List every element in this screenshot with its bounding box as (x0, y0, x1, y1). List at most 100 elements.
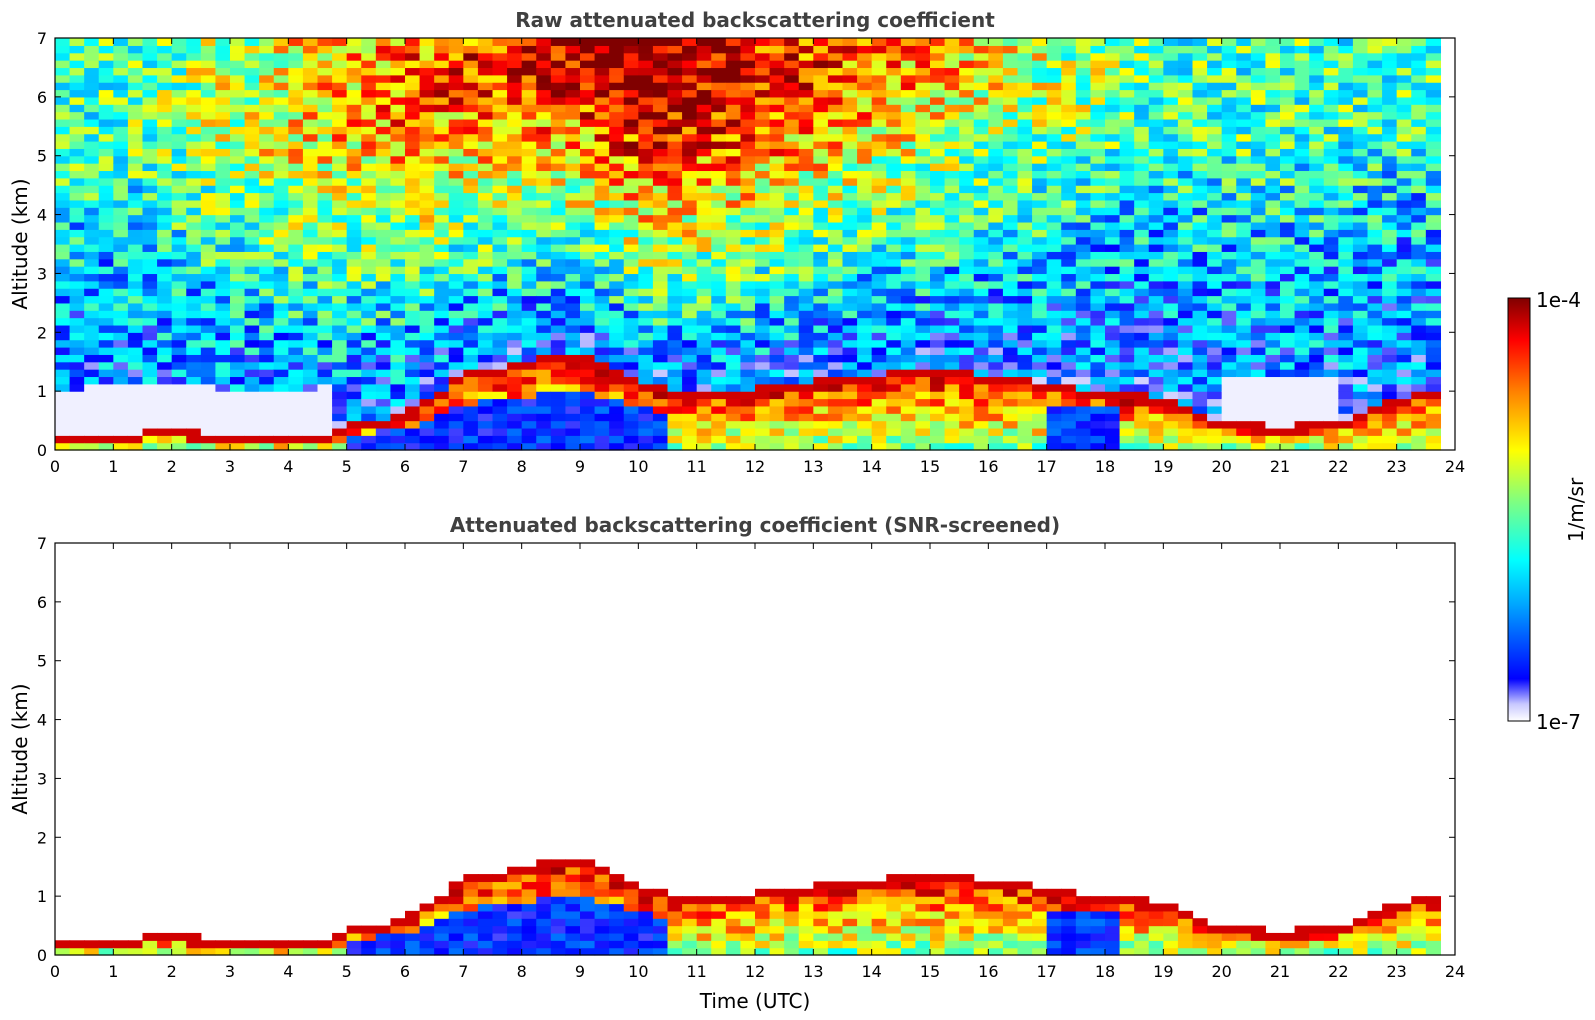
heatmap-cell (900, 104, 917, 113)
heatmap-cell (244, 383, 260, 392)
heatmap-cell (215, 45, 231, 54)
heatmap-cell (988, 376, 1004, 385)
heatmap-cell (1134, 442, 1150, 451)
heatmap-cell (259, 177, 275, 186)
heatmap-cell (915, 376, 931, 385)
heatmap-cell (682, 317, 698, 326)
heatmap-cell (477, 391, 494, 400)
heatmap-cell (200, 251, 217, 260)
heatmap-cell (361, 383, 377, 392)
heatmap-cell (580, 383, 596, 392)
heatmap-cell (521, 185, 537, 194)
heatmap-cell (113, 288, 129, 297)
heatmap-cell (623, 199, 639, 208)
heatmap-cell (1250, 221, 1267, 230)
heatmap-cell (565, 192, 581, 201)
heatmap-cell (142, 332, 158, 341)
heatmap-cell (55, 324, 71, 333)
heatmap-cell (667, 82, 683, 91)
heatmap-cell (827, 96, 844, 105)
heatmap-cell (1236, 413, 1252, 422)
heatmap-cell (1338, 96, 1354, 105)
heatmap-cell (84, 170, 100, 179)
heatmap-cell (769, 192, 785, 201)
heatmap-cell (507, 82, 523, 91)
heatmap-cell (594, 82, 610, 91)
heatmap-cell (988, 273, 1004, 282)
heatmap-cell (550, 244, 567, 252)
heatmap-cell (1236, 52, 1252, 61)
heatmap-cell (623, 229, 639, 238)
heatmap-cell (1017, 170, 1033, 179)
heatmap-cell (623, 391, 639, 400)
heatmap-cell (769, 67, 785, 76)
heatmap-cell (609, 383, 625, 392)
heatmap-cell (725, 74, 742, 83)
heatmap-cell (1192, 82, 1208, 91)
heatmap-cell (302, 148, 319, 157)
heatmap-cell (1192, 391, 1208, 400)
heatmap-cell (230, 192, 246, 201)
heatmap-cell (1265, 229, 1281, 238)
heatmap-cell (594, 52, 610, 61)
heatmap-cell (477, 288, 494, 297)
heatmap-cell (857, 96, 873, 105)
heatmap-cell (434, 383, 450, 392)
heatmap-cell (405, 199, 421, 208)
heatmap-cell (1002, 420, 1019, 429)
heatmap-cell (711, 177, 727, 186)
heatmap-cell (302, 89, 319, 98)
heatmap-cell (652, 236, 669, 245)
heatmap-cell (1061, 361, 1077, 370)
heatmap-cell (667, 148, 683, 157)
heatmap-cell (171, 405, 187, 414)
heatmap-cell (944, 199, 960, 208)
heatmap-cell (288, 251, 304, 260)
heatmap-cell (1090, 339, 1106, 348)
heatmap-cell (667, 163, 683, 172)
heatmap-cell (886, 310, 902, 319)
heatmap-cell (1105, 141, 1121, 149)
heatmap-cell (930, 244, 946, 252)
heatmap-cell (565, 398, 581, 407)
heatmap-cell (69, 60, 85, 69)
heatmap-cell (1002, 67, 1019, 76)
heatmap-cell (930, 192, 946, 201)
heatmap-cell (244, 324, 260, 333)
heatmap-cell (186, 141, 202, 149)
heatmap-cell (434, 74, 450, 83)
heatmap-cell (638, 199, 654, 208)
heatmap-cell (84, 67, 100, 76)
heatmap-cell (273, 427, 289, 436)
heatmap-cell (988, 148, 1004, 157)
heatmap-cell (915, 192, 931, 201)
heatmap-cell (157, 383, 173, 392)
heatmap-cell (113, 207, 129, 216)
heatmap-cell (200, 383, 217, 392)
heatmap-cell (1250, 199, 1267, 208)
heatmap-cell (711, 199, 727, 208)
heatmap-cell (302, 118, 319, 127)
heatmap-cell (1236, 155, 1252, 164)
heatmap-cell (900, 376, 917, 385)
heatmap-cell (419, 435, 435, 444)
heatmap-cell (915, 405, 931, 414)
heatmap-cell (682, 170, 698, 179)
heatmap-cell (1323, 155, 1339, 164)
heatmap-cell (492, 332, 508, 341)
heatmap-cell (186, 177, 202, 186)
heatmap-cell (988, 60, 1004, 69)
heatmap-cell (959, 332, 975, 341)
heatmap-cell (1338, 354, 1354, 363)
heatmap-cell (434, 258, 450, 267)
heatmap-cell (127, 369, 144, 378)
heatmap-cell (419, 420, 435, 429)
heatmap-cell (84, 427, 100, 436)
heatmap-cell (1338, 244, 1354, 252)
heatmap-cell (1323, 258, 1339, 267)
heatmap-cell (1017, 67, 1033, 76)
heatmap-cell (652, 413, 669, 422)
heatmap-cell (521, 38, 537, 46)
heatmap-cell (419, 221, 435, 230)
heatmap-cell (623, 376, 639, 385)
